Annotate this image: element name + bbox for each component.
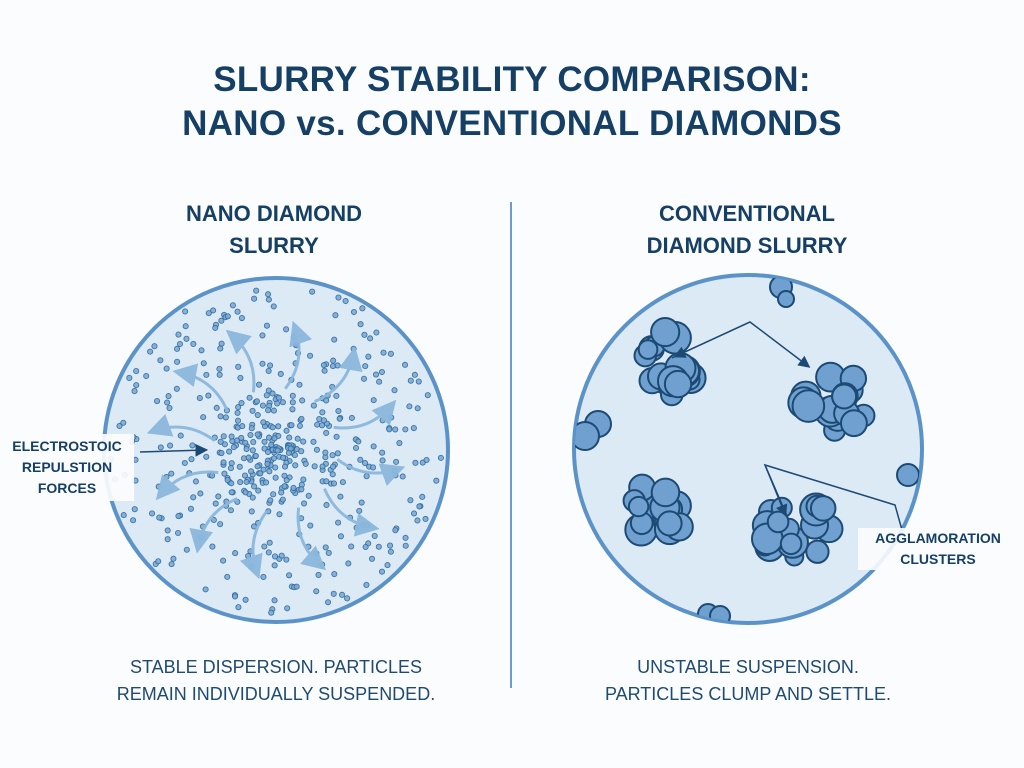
cluster-pointer-lines: [671, 321, 903, 531]
nano-panel-title: NANO DIAMOND SLURRY: [104, 198, 444, 262]
nano-title-line-1: NANO DIAMOND: [186, 201, 362, 226]
conventional-caption: UNSTABLE SUSPENSION. PARTICLES CLUMP AND…: [548, 654, 948, 708]
callout-line-1: AGGLAMORATION: [875, 530, 1001, 546]
electrostatic-callout: ELECTROSTOIC REPULSTION FORCES: [0, 434, 134, 501]
agglomeration-callout: AGGLAMORATION CLUSTERS: [858, 528, 1018, 570]
conventional-panel-title: CONVENTIONAL DIAMOND SLURRY: [577, 198, 917, 262]
caption-line-2: PARTICLES CLUMP AND SETTLE.: [604, 684, 892, 704]
caption-line-2: REMAIN INDIVIDUALLY SUSPENDED.: [116, 684, 436, 704]
title-line-2: NANO vs. CONVENTIONAL DIAMONDS: [182, 104, 842, 143]
repulsion-arrows: [146, 320, 406, 580]
caption-line-1: STABLE DISPERSION. PARTICLES: [129, 657, 423, 677]
nano-title-line-2: SLURRY: [229, 233, 319, 258]
conventional-slurry-circle: [572, 273, 924, 625]
callout-line-2: CLUSTERS: [900, 551, 976, 567]
conventional-title-line-1: CONVENTIONAL: [659, 201, 835, 226]
title-line-1: SLURRY STABILITY COMPARISON:: [213, 60, 811, 99]
callout-line-1: ELECTROSTOIC: [12, 438, 122, 454]
nano-slurry-circle: [102, 276, 450, 624]
conventional-title-line-2: DIAMOND SLURRY: [646, 233, 848, 258]
callout-pointer: [139, 443, 209, 457]
callout-line-2: REPULSTION: [21, 459, 113, 475]
panel-divider: [510, 202, 512, 688]
agglomeration-clusters: [575, 276, 920, 622]
page-title: SLURRY STABILITY COMPARISON: NANO vs. CO…: [0, 58, 1024, 146]
caption-line-1: UNSTABLE SUSPENSION.: [637, 657, 859, 677]
callout-line-3: FORCES: [37, 480, 97, 496]
nano-caption: STABLE DISPERSION. PARTICLES REMAIN INDI…: [76, 654, 476, 708]
